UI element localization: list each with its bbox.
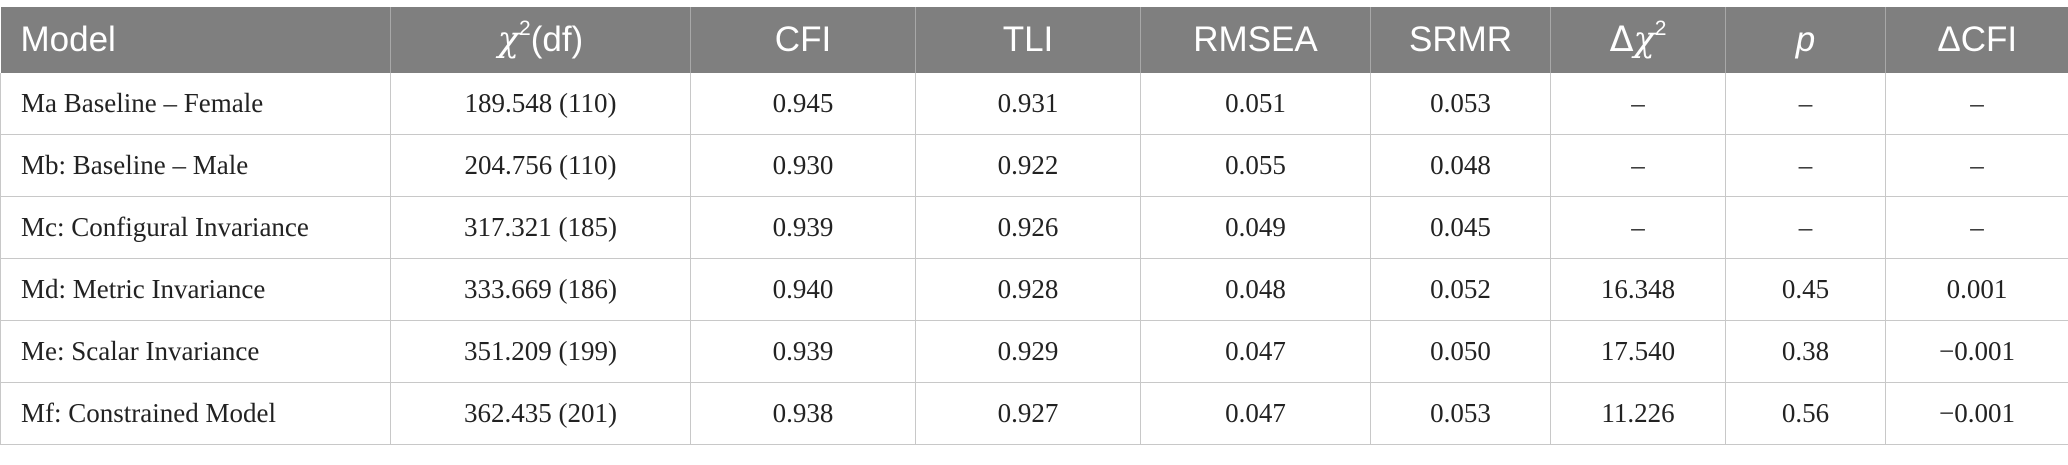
cell-p: 0.56 [1725, 382, 1886, 445]
header-delta-cfi: ΔCFI [1885, 7, 2068, 73]
cell-delta-cfi: – [1885, 73, 2068, 135]
cell-rmsea: 0.047 [1140, 382, 1371, 445]
table-row: Mb: Baseline – Male 204.756 (110) 0.930 … [0, 134, 2068, 197]
cell-rmsea: 0.047 [1140, 320, 1371, 383]
cell-p: – [1725, 134, 1886, 197]
cell-tli: 0.926 [915, 196, 1141, 259]
header-row: Model χ2(df) CFI TLI RMSEA SRMR Δχ2 p ΔC… [0, 7, 2068, 73]
cell-delta-cfi: – [1885, 134, 2068, 197]
table-row: Mf: Constrained Model 362.435 (201) 0.93… [0, 382, 2068, 445]
header-chi-square-df: χ2(df) [390, 7, 691, 73]
cell-p: – [1725, 196, 1886, 259]
cell-p: 0.38 [1725, 320, 1886, 383]
cell-rmsea: 0.048 [1140, 258, 1371, 321]
cell-p: 0.45 [1725, 258, 1886, 321]
cell-model: Mf: Constrained Model [0, 382, 391, 445]
cell-rmsea: 0.055 [1140, 134, 1371, 197]
header-delta-chi-square: Δχ2 [1550, 7, 1726, 73]
header-model: Model [0, 7, 391, 73]
table-row: Md: Metric Invariance 333.669 (186) 0.94… [0, 258, 2068, 321]
header-rmsea: RMSEA [1140, 7, 1371, 73]
table-row: Mc: Configural Invariance 317.321 (185) … [0, 196, 2068, 259]
cell-srmr: 0.053 [1370, 382, 1551, 445]
df-label: (df) [530, 20, 584, 59]
cell-chi-df: 351.209 (199) [390, 320, 691, 383]
cell-cfi: 0.939 [690, 196, 916, 259]
cell-tli: 0.922 [915, 134, 1141, 197]
table-body: Ma Baseline – Female 189.548 (110) 0.945… [0, 73, 2068, 445]
model-fit-table: Model χ2(df) CFI TLI RMSEA SRMR Δχ2 p ΔC… [0, 7, 2068, 445]
cell-p: – [1725, 73, 1886, 135]
cell-tli: 0.931 [915, 73, 1141, 135]
cell-delta-chi: 16.348 [1550, 258, 1726, 321]
cell-delta-cfi: – [1885, 196, 2068, 259]
header-tli: TLI [915, 7, 1141, 73]
cell-srmr: 0.050 [1370, 320, 1551, 383]
cell-model: Md: Metric Invariance [0, 258, 391, 321]
cell-rmsea: 0.049 [1140, 196, 1371, 259]
cell-model: Me: Scalar Invariance [0, 320, 391, 383]
cell-delta-chi: – [1550, 73, 1726, 135]
cell-tli: 0.927 [915, 382, 1141, 445]
cell-delta-cfi: 0.001 [1885, 258, 2068, 321]
cell-chi-df: 362.435 (201) [390, 382, 691, 445]
cell-model: Ma Baseline – Female [0, 73, 391, 135]
cell-srmr: 0.048 [1370, 134, 1551, 197]
cell-chi-df: 204.756 (110) [390, 134, 691, 197]
cell-cfi: 0.939 [690, 320, 916, 383]
cell-delta-chi: 11.226 [1550, 382, 1726, 445]
cell-rmsea: 0.051 [1140, 73, 1371, 135]
cell-cfi: 0.940 [690, 258, 916, 321]
chi-symbol: χ [497, 20, 520, 60]
cell-chi-df: 317.321 (185) [390, 196, 691, 259]
cell-cfi: 0.930 [690, 134, 916, 197]
cell-srmr: 0.045 [1370, 196, 1551, 259]
cell-tli: 0.929 [915, 320, 1141, 383]
cell-chi-df: 333.669 (186) [390, 258, 691, 321]
cell-srmr: 0.053 [1370, 73, 1551, 135]
table-row: Ma Baseline – Female 189.548 (110) 0.945… [0, 73, 2068, 135]
delta-symbol: Δ [1609, 20, 1634, 60]
table-row: Me: Scalar Invariance 351.209 (199) 0.93… [0, 320, 2068, 383]
cell-delta-cfi: −0.001 [1885, 320, 2068, 383]
cell-delta-chi: – [1550, 196, 1726, 259]
cell-tli: 0.928 [915, 258, 1141, 321]
cell-srmr: 0.052 [1370, 258, 1551, 321]
cell-delta-chi: 17.540 [1550, 320, 1726, 383]
header-p: p [1725, 7, 1886, 73]
cell-chi-df: 189.548 (110) [390, 73, 691, 135]
delta-chi-symbol: χ [1633, 20, 1655, 60]
cell-cfi: 0.945 [690, 73, 916, 135]
header-cfi: CFI [690, 7, 916, 73]
chi-superscript: 2 [519, 17, 531, 41]
cell-delta-chi: – [1550, 134, 1726, 197]
table-header: Model χ2(df) CFI TLI RMSEA SRMR Δχ2 p ΔC… [0, 7, 2068, 73]
cell-cfi: 0.938 [690, 382, 916, 445]
delta-chi-superscript: 2 [1654, 17, 1667, 41]
cell-model: Mb: Baseline – Male [0, 134, 391, 197]
header-srmr: SRMR [1370, 7, 1551, 73]
cell-delta-cfi: −0.001 [1885, 382, 2068, 445]
cell-model: Mc: Configural Invariance [0, 196, 391, 259]
